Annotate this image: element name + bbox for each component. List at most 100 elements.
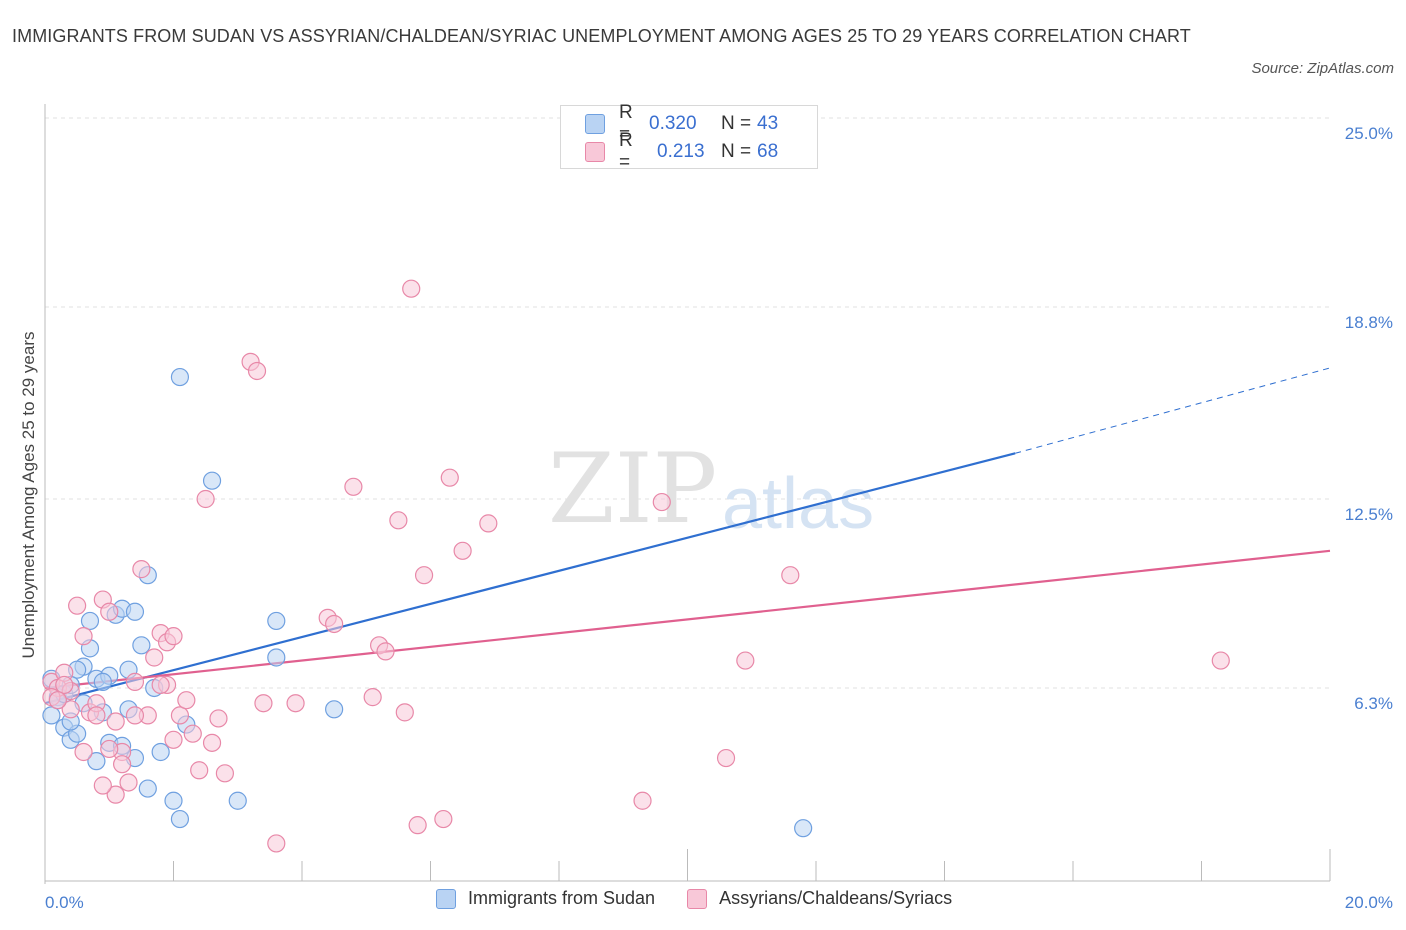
assyrian-point — [132, 560, 151, 579]
assyrian-point — [68, 596, 87, 615]
r-value: 0.213 — [657, 141, 705, 162]
sudan-legend-swatch — [436, 888, 456, 909]
sudan-point — [794, 819, 813, 838]
assyrian-legend-swatch — [687, 888, 708, 909]
sudan-trend-extension — [1015, 367, 1331, 454]
assyrian-point — [440, 468, 459, 487]
watermark-zip: ZIP — [548, 433, 717, 545]
n-label: N = — [721, 113, 752, 134]
assyrian-point — [254, 694, 273, 713]
r-label: R = — [619, 130, 633, 173]
assyrian-point — [93, 776, 112, 795]
assyrian-point — [453, 541, 472, 560]
assyrian-point — [125, 672, 145, 691]
sudan-point — [228, 791, 247, 810]
assyrian-point — [215, 764, 234, 783]
assyrian-point — [112, 755, 132, 774]
assyrian-point — [125, 706, 145, 725]
y-axis-label: Unemployment Among Ages 25 to 29 years — [19, 332, 38, 659]
sudan-point — [164, 791, 183, 810]
assyrian-trend-line — [44, 549, 1331, 690]
r-value: 0.320 — [649, 113, 697, 134]
assyrian-swatch — [585, 142, 605, 162]
assyrian-point — [202, 733, 222, 752]
assyrian-point — [344, 477, 363, 496]
sudan-point — [202, 471, 222, 490]
assyrian-point — [363, 688, 382, 707]
assyrian-point — [736, 651, 755, 670]
n-value: 68 — [757, 141, 779, 162]
y-tick-label: 12.5% — [1345, 505, 1393, 524]
chart-title: IMMIGRANTS FROM SUDAN VS ASSYRIAN/CHALDE… — [12, 26, 1191, 46]
sudan-point — [93, 672, 112, 691]
assyrian-point — [164, 730, 183, 749]
assyrian-point — [652, 492, 671, 512]
assyrian-point — [119, 773, 138, 792]
sudan-point — [325, 700, 344, 719]
r-label: R = — [619, 102, 633, 145]
assyrian-point — [170, 706, 190, 725]
assyrian-point — [402, 279, 421, 298]
sudan-point — [132, 636, 151, 655]
assyrian-point — [1211, 651, 1230, 670]
series-legend: Immigrants from Sudan Assyrians/Chaldean… — [436, 888, 984, 909]
assyrian-point — [55, 675, 74, 695]
assyrian-point — [190, 761, 209, 780]
y-tick-labels: 6.3% 12.5% 18.8% 25.0% — [1345, 124, 1393, 713]
assyrian-point — [247, 361, 267, 381]
assyrian-point — [286, 694, 305, 713]
legend-row-assyrian: R = 0.213 N = 68 — [585, 130, 779, 173]
assyrian-point — [376, 642, 395, 661]
assyrian-point — [106, 712, 125, 731]
y-tick-label: 18.8% — [1345, 313, 1393, 332]
x-tick-label-max: 20.0% — [1345, 893, 1393, 912]
sudan-trend-line — [44, 452, 1016, 705]
assyrian-point — [164, 627, 183, 646]
assyrian-point — [389, 511, 408, 530]
assyrian-point — [61, 700, 80, 719]
assyrian-point — [716, 748, 736, 768]
legend-item-assyrian[interactable]: Assyrians/Chaldeans/Syriacs — [687, 888, 952, 909]
y-tick-label: 25.0% — [1345, 124, 1393, 143]
assyrian-point — [196, 489, 215, 509]
sudan-point — [42, 706, 61, 725]
n-label: N = — [721, 141, 752, 162]
legend-label-assyrian: Assyrians/Chaldeans/Syriacs — [719, 888, 953, 908]
legend-row-sudan: R = 0.320 N = 43 — [585, 102, 778, 145]
assyrian-point — [106, 785, 125, 804]
legend-label-sudan: Immigrants from Sudan — [468, 888, 656, 908]
assyrian-point — [781, 566, 800, 585]
assyrian-point — [100, 602, 119, 621]
sudan-swatch — [585, 114, 605, 134]
sudan-point — [151, 742, 170, 762]
assyrian-point — [48, 691, 67, 710]
y-tick-label: 6.3% — [1354, 694, 1393, 713]
assyrian-point — [209, 709, 228, 728]
sudan-point — [170, 809, 190, 829]
assyrian-point — [408, 816, 427, 835]
assyrian-point — [183, 724, 202, 743]
assyrian-point — [151, 675, 170, 695]
sudan-point — [87, 752, 106, 771]
data-points — [42, 279, 1230, 853]
grid-lines — [45, 117, 1330, 689]
assyrian-point — [267, 834, 286, 853]
stats-legend: R = 0.320 N = 43 R = 0.213 N = 68 — [560, 102, 818, 173]
sudan-point — [138, 779, 157, 798]
assyrian-point — [145, 648, 164, 667]
assyrian-point — [74, 742, 93, 762]
assyrian-point — [434, 809, 453, 829]
sudan-point — [125, 602, 145, 621]
source-label: Source: ZipAtlas.com — [1251, 60, 1394, 77]
sudan-point — [80, 611, 100, 631]
assyrian-point — [177, 691, 196, 710]
axes — [44, 104, 1331, 884]
legend-item-sudan[interactable]: Immigrants from Sudan — [436, 888, 655, 909]
assyrian-point — [74, 627, 93, 646]
x-tick-label-min: 0.0% — [45, 893, 84, 912]
assyrian-point — [100, 739, 119, 759]
assyrian-point — [87, 706, 106, 725]
assyrian-point — [479, 514, 498, 533]
assyrian-point — [395, 703, 414, 722]
